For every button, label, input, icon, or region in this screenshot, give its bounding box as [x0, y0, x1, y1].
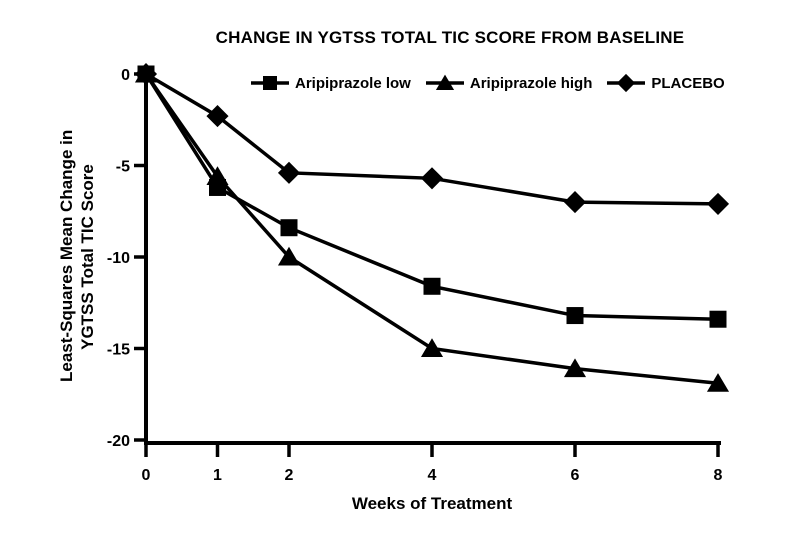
marker-triangle-aripiprazole-high — [277, 246, 301, 266]
x-axis-title: Weeks of Treatment — [351, 494, 513, 513]
marker-triangle-aripiprazole-high — [206, 166, 229, 185]
x-tick-label: 8 — [714, 467, 723, 484]
legend-label-placebo: PLACEBO — [651, 74, 725, 92]
marker-diamond-placebo — [277, 161, 301, 184]
legend-label-aripiprazole-high: Aripiprazole high — [469, 74, 593, 92]
marker-square-aripiprazole-low — [566, 307, 584, 325]
marker-triangle-aripiprazole-high — [563, 358, 587, 378]
legend-item-placebo: PLACEBO — [607, 72, 725, 94]
marker-square-aripiprazole-low — [423, 277, 441, 295]
series-line-placebo — [145, 72, 719, 206]
y-tick-label: -10 — [107, 250, 130, 267]
chart-title: CHANGE IN YGTSS TOTAL TIC SCORE FROM BAS… — [215, 28, 685, 47]
marker-diamond-placebo — [134, 62, 158, 86]
legend-item-aripiprazole-high: Aripiprazole high — [425, 72, 593, 94]
series-line-aripiprazole-low — [144, 73, 719, 321]
legend-marker-aripiprazole-low — [263, 76, 277, 90]
marker-diamond-placebo — [420, 167, 444, 190]
marker-diamond-placebo — [706, 192, 730, 215]
x-tick-label: 2 — [285, 467, 294, 484]
y-tick-label: -5 — [116, 159, 130, 176]
y-tick-label: 0 — [121, 67, 130, 84]
legend-label-aripiprazole-low: Aripiprazole low — [295, 74, 411, 92]
x-tick-label: 6 — [571, 467, 580, 484]
y-tick-label: -15 — [107, 342, 130, 359]
legend-item-aripiprazole-low: Aripiprazole low — [251, 72, 411, 94]
marker-triangle-aripiprazole-high — [420, 338, 444, 357]
marker-triangle-aripiprazole-high — [706, 373, 730, 392]
chart-legend: Aripiprazole low Aripiprazole high PLACEBO — [251, 70, 725, 96]
y-tick-label: -20 — [107, 433, 130, 450]
series-line-aripiprazole-high — [144, 72, 719, 386]
x-tick-label: 0 — [142, 467, 151, 484]
marker-diamond-placebo — [206, 105, 229, 128]
marker-square-aripiprazole-low — [280, 219, 298, 237]
marker-diamond-placebo — [563, 191, 587, 214]
legend-triangle-icon — [425, 74, 464, 90]
x-tick-label: 4 — [428, 467, 437, 484]
marker-square-aripiprazole-low — [709, 310, 727, 328]
legend-marker-aripiprazole-high — [435, 74, 454, 90]
legend-square-icon — [251, 76, 289, 90]
legend-diamond-icon — [607, 73, 646, 93]
x-tick-label: 1 — [213, 467, 222, 484]
legend-marker-placebo — [617, 73, 636, 93]
